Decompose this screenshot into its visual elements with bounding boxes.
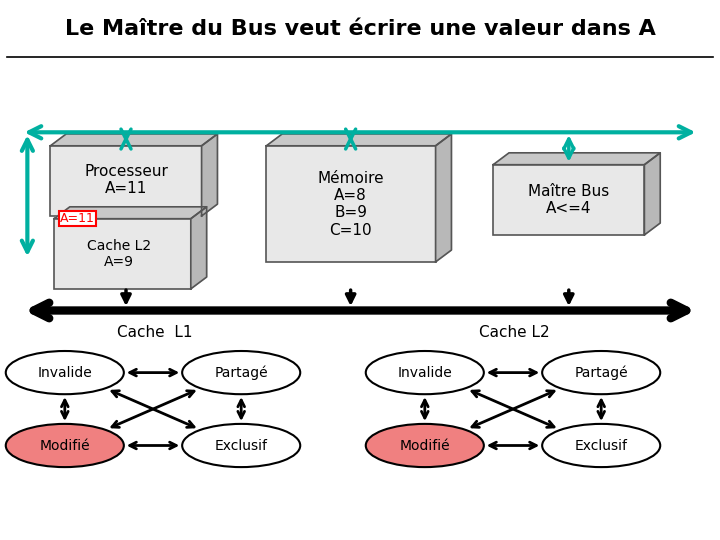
FancyBboxPatch shape [266,146,436,262]
Text: Partagé: Partagé [575,366,628,380]
Text: Le Maître du Bus veut écrire une valeur dans A: Le Maître du Bus veut écrire une valeur … [65,19,655,39]
Text: Maître Bus
A<=4: Maître Bus A<=4 [528,184,609,216]
Ellipse shape [6,424,124,467]
Text: Modifié: Modifié [400,438,450,453]
Text: Cache L2: Cache L2 [480,325,550,340]
Polygon shape [191,207,207,289]
Ellipse shape [366,424,484,467]
Text: A=11: A=11 [60,212,95,225]
Polygon shape [202,134,217,216]
Text: Cache L2
A=9: Cache L2 A=9 [86,239,151,269]
Ellipse shape [366,351,484,394]
Polygon shape [644,153,660,235]
FancyBboxPatch shape [54,219,191,289]
FancyBboxPatch shape [50,146,202,216]
Ellipse shape [182,424,300,467]
Ellipse shape [182,351,300,394]
Text: Mémoire
A=8
B=9
C=10: Mémoire A=8 B=9 C=10 [318,171,384,238]
Text: Modifié: Modifié [40,438,90,453]
FancyBboxPatch shape [493,165,644,235]
Text: Processeur
A=11: Processeur A=11 [84,164,168,196]
Text: Exclusif: Exclusif [215,438,268,453]
Polygon shape [50,134,217,146]
Polygon shape [266,134,451,146]
Text: Exclusif: Exclusif [575,438,628,453]
Ellipse shape [542,351,660,394]
Text: Invalide: Invalide [37,366,92,380]
Ellipse shape [6,351,124,394]
Text: Invalide: Invalide [397,366,452,380]
Text: Cache  L1: Cache L1 [117,325,192,340]
Text: Partagé: Partagé [215,366,268,380]
Polygon shape [493,153,660,165]
Polygon shape [54,207,207,219]
Ellipse shape [542,424,660,467]
Polygon shape [436,134,451,262]
